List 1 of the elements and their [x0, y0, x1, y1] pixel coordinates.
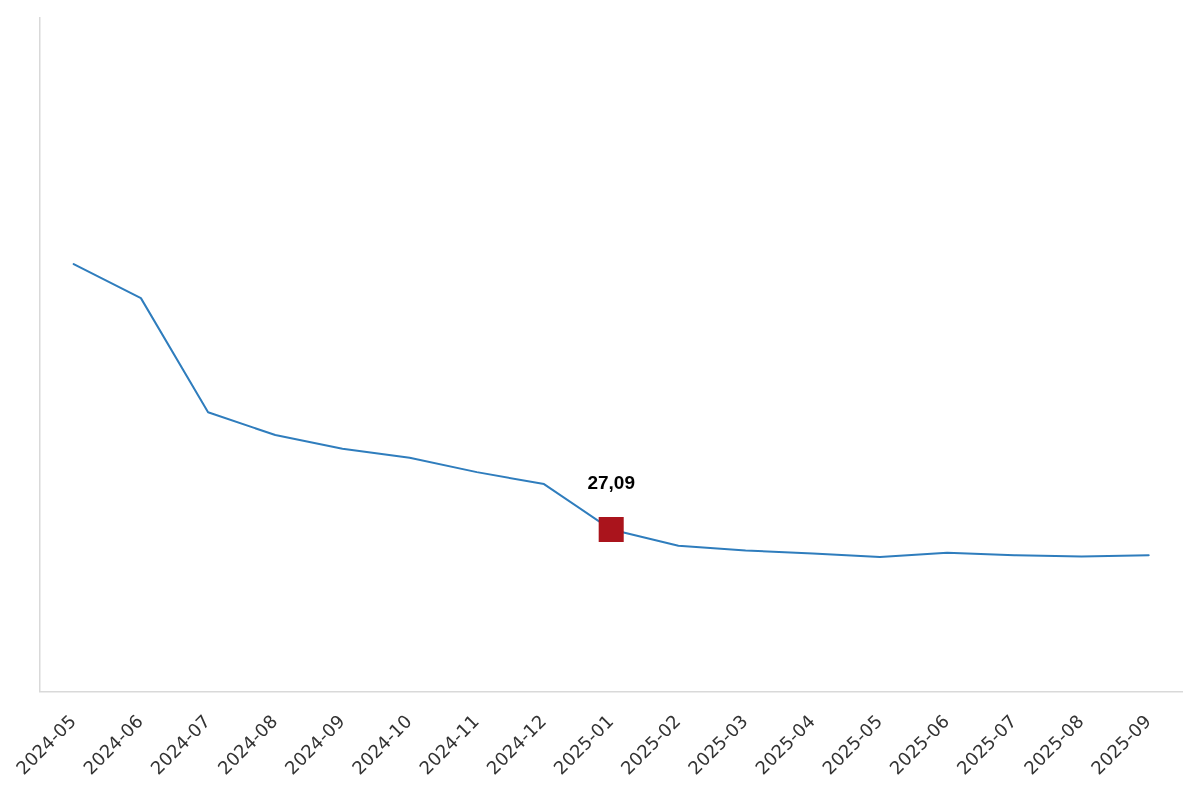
data-label: 27,09 [587, 472, 635, 494]
